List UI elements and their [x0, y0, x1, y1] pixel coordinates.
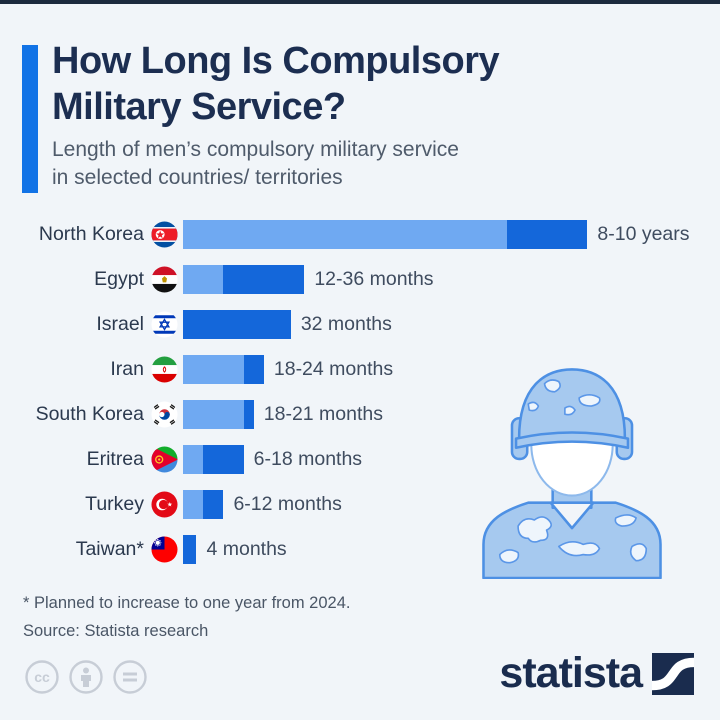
statista-logo-text: statista	[499, 649, 643, 697]
page-subtitle: Length of men’s compulsory military serv…	[52, 136, 459, 192]
subtitle-line-1: Length of men’s compulsory military serv…	[52, 138, 459, 161]
flag-south-korea-icon	[151, 401, 178, 428]
country-label: Turkey	[85, 493, 144, 515]
value-label: 4 months	[206, 538, 287, 560]
chart-row-south-korea: South Korea	[0, 392, 720, 437]
source-note: Source: Statista research	[23, 622, 209, 640]
bar	[183, 355, 264, 384]
subtitle-line-2: in selected countries/ territories	[52, 166, 343, 189]
title-accent-bar	[22, 45, 38, 193]
bar	[183, 535, 197, 564]
country-label: Iran	[110, 358, 144, 380]
flag-north-korea-icon	[151, 221, 178, 248]
value-label: 32 months	[300, 313, 392, 335]
bar	[183, 400, 254, 429]
statista-logo: statista	[499, 652, 694, 695]
cc-icon: cc	[25, 660, 59, 694]
bar	[183, 310, 291, 339]
flag-iran-icon	[151, 356, 178, 383]
value-label: 12-36 months	[314, 268, 434, 290]
chart-row-egypt: Egypt 12-36 months	[0, 257, 720, 302]
flag-taiwan-icon	[151, 536, 178, 563]
attribution-icon	[69, 660, 103, 694]
soldier-icon	[482, 368, 662, 579]
bar	[183, 265, 305, 294]
title-line-2: Military Service?	[52, 86, 346, 128]
flag-turkey-icon	[151, 491, 178, 518]
statista-logo-mark-icon	[652, 652, 694, 695]
bar	[183, 490, 224, 519]
chart-row-turkey: Turkey 6-12 months	[0, 482, 720, 527]
flag-eritrea-icon	[151, 446, 178, 473]
equals-icon	[113, 660, 147, 694]
chart-row-israel: Israel 32 months	[0, 302, 720, 347]
chart-row-iran: Iran 18-24 months	[0, 347, 720, 392]
country-label: Israel	[96, 313, 144, 335]
value-label: 18-21 months	[263, 403, 384, 425]
bar-chart: North Korea 8-10 years Egypt	[0, 212, 720, 572]
page-title: How Long Is Compulsory Military Service?	[52, 38, 500, 130]
flag-israel-icon	[151, 311, 178, 338]
asterisk-note: * Planned to increase to one year from 2…	[23, 594, 351, 612]
bar	[183, 445, 244, 474]
country-label: Egypt	[94, 268, 144, 290]
top-border	[0, 0, 720, 4]
license-icons: cc	[24, 659, 148, 695]
value-label: 6-18 months	[253, 448, 363, 470]
value-label: 18-24 months	[273, 358, 394, 380]
value-label: 6-12 months	[233, 493, 342, 515]
country-label: South Korea	[35, 403, 144, 425]
svg-text:cc: cc	[34, 669, 50, 685]
country-label: Taiwan*	[75, 538, 144, 560]
chart-row-north-korea: North Korea 8-10 years	[0, 212, 720, 257]
chart-row-eritrea: Eritrea 6-18 months	[0, 437, 720, 482]
bar	[183, 220, 588, 249]
chart-row-taiwan: Taiwan* 4 months	[0, 527, 720, 572]
footnotes: * Planned to increase to one year from 2…	[23, 589, 350, 645]
flag-egypt-icon	[151, 266, 178, 293]
title-line-1: How Long Is Compulsory	[52, 40, 500, 82]
country-label: Eritrea	[86, 448, 144, 470]
country-label: North Korea	[38, 223, 144, 245]
value-label: 8-10 years	[597, 223, 690, 245]
